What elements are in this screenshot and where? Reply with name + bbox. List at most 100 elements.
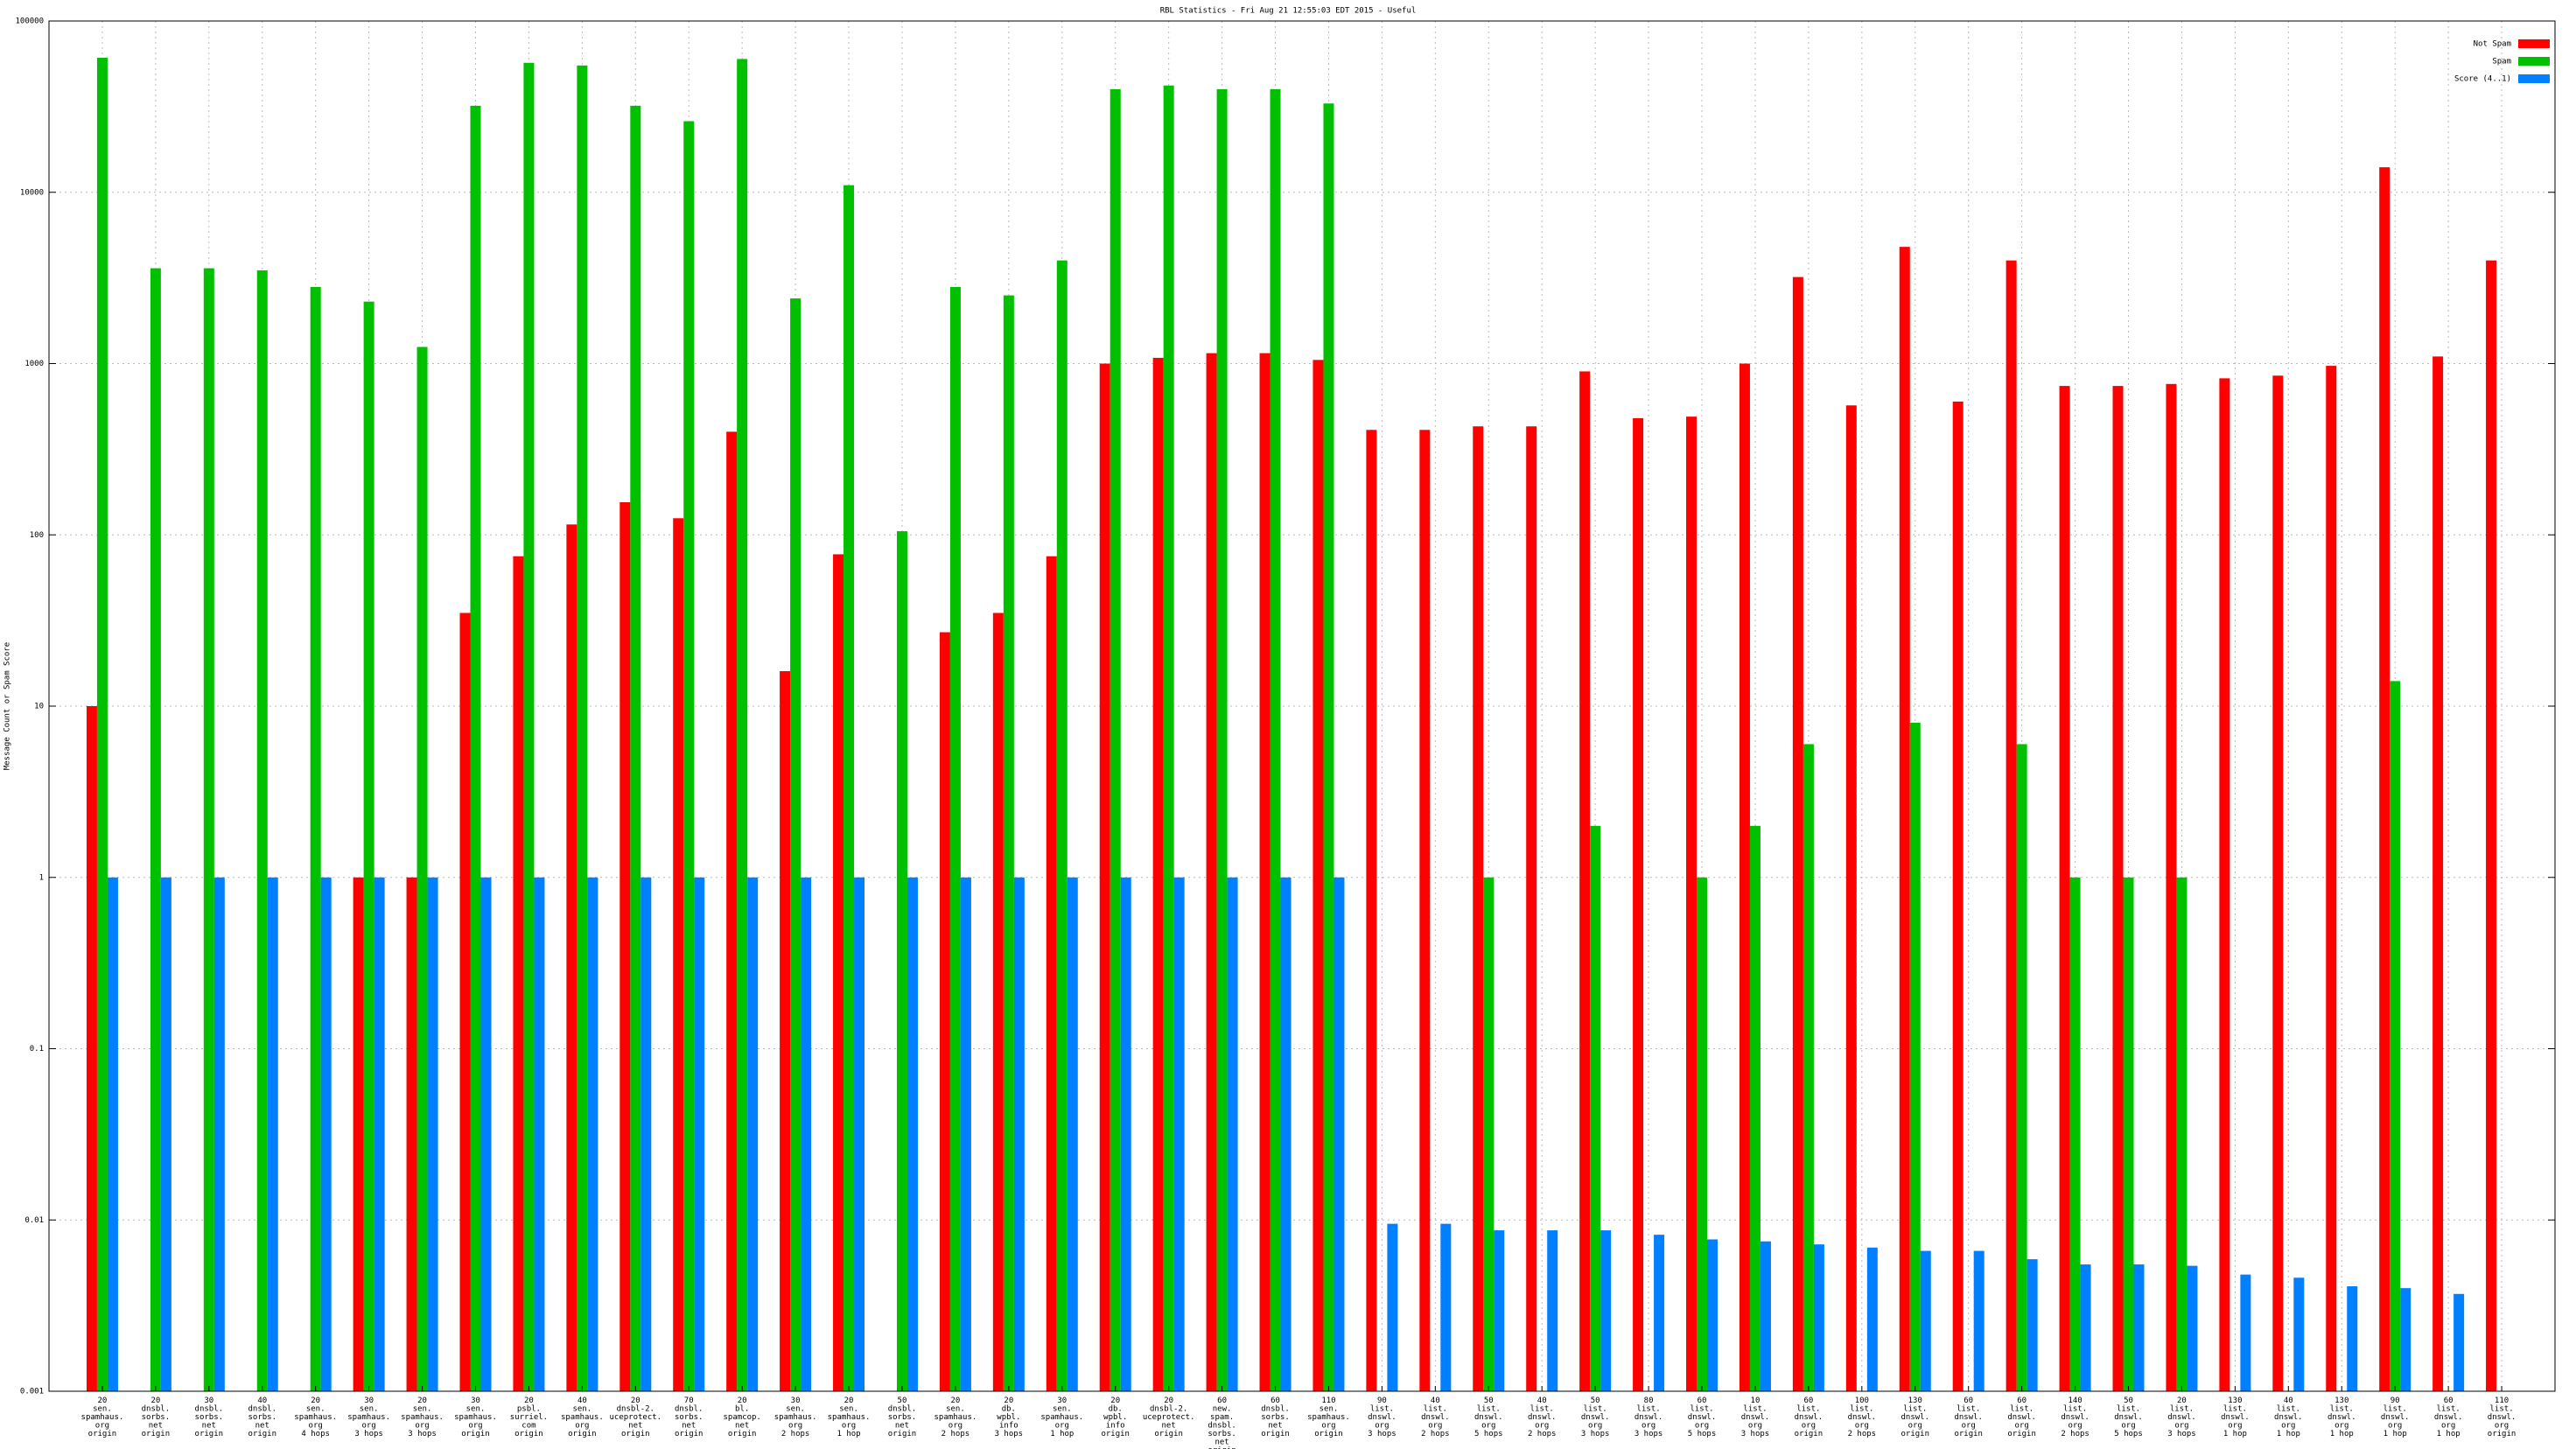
x-tick-label: 60 list. dnswl. org origin [1954, 1396, 1983, 1438]
x-tick-label-line: org [309, 1421, 323, 1430]
x-tick-label-line: info [999, 1421, 1018, 1430]
x-tick-label-line: org [1642, 1421, 1656, 1430]
x-tick-label-line: net [628, 1421, 642, 1430]
bar [1739, 363, 1750, 1391]
x-tick-label-line: list. [2170, 1404, 2194, 1413]
bar [1707, 1239, 1718, 1391]
x-tick-label-line: sorbs. [1208, 1430, 1236, 1438]
x-tick-label-line: org [575, 1421, 589, 1430]
bar [1686, 416, 1698, 1392]
x-tick-label-line: 2 hops [781, 1430, 810, 1438]
bar [2400, 1288, 2412, 1391]
x-tick-label-line: dnswl. [2007, 1413, 2036, 1422]
x-tick-label-line: spamhaus. [294, 1413, 337, 1422]
bar [1419, 430, 1431, 1391]
plot-frame [48, 20, 2556, 1392]
x-tick-label-line: sen. [360, 1404, 379, 1413]
x-tick-label-line: origin [675, 1430, 704, 1438]
x-tick-label-line: uceprotect. [609, 1413, 662, 1422]
x-tick-label-line: 20 [2177, 1396, 2187, 1405]
bar [1590, 825, 1601, 1391]
x-tick-label-line: org [2015, 1421, 2029, 1430]
x-tick-label-line: org [1481, 1421, 1495, 1430]
x-tick-label-line: 2 hops [1421, 1430, 1450, 1438]
bar [1760, 1241, 1771, 1391]
bar [513, 556, 524, 1391]
x-tick-label-line: surriel. [510, 1413, 548, 1422]
x-tick-label-line: dnsbl. [888, 1404, 917, 1413]
bar [2390, 681, 2401, 1391]
x-tick-label: 60 list. dnswl. org origin [1795, 1396, 1824, 1438]
x-tick-label-line: new. [1213, 1404, 1232, 1413]
x-tick-label-line: dnsbl. [248, 1404, 276, 1413]
legend-swatch [2518, 39, 2550, 48]
x-tick-label-line: 20 [150, 1396, 160, 1405]
bar [1323, 103, 1334, 1392]
x-tick-label-line: sen. [1320, 1404, 1339, 1413]
x-tick-label-line: org [1588, 1421, 1602, 1430]
bar [683, 121, 695, 1392]
x-tick-label-line: origin [1208, 1446, 1236, 1449]
bar [2112, 386, 2124, 1391]
x-tick-label: 20 sen. spamhaus. org 1 hop [828, 1396, 871, 1438]
bar [203, 268, 214, 1392]
bar [2187, 1265, 2198, 1391]
x-tick-label-line: spamhaus. [1040, 1413, 1083, 1422]
x-tick-label-line: spamhaus. [561, 1413, 604, 1422]
x-tick-label-line: 3 hops [1368, 1430, 1396, 1438]
x-tick-label-line: 90 [2390, 1396, 2400, 1405]
x-tick-label-line: 100 [1855, 1396, 1869, 1405]
x-tick-label-line: dnswl. [2061, 1413, 2090, 1422]
x-tick-label-line: origin [195, 1430, 224, 1438]
x-tick-label-line: list. [1743, 1404, 1767, 1413]
legend-swatch [2518, 74, 2550, 83]
x-tick-label-line: spamhaus. [81, 1413, 124, 1422]
x-tick-label-line: 40 [257, 1396, 267, 1405]
x-tick-label-line: dnswl. [2434, 1413, 2463, 1422]
bar [1909, 722, 1921, 1391]
bar [939, 632, 950, 1391]
x-tick-label-line: org [2388, 1421, 2402, 1430]
x-tick-label-line: 3 hops [1581, 1430, 1610, 1438]
x-tick-label-line: list. [1424, 1404, 1447, 1413]
x-tick-label-line: sen. [466, 1404, 486, 1413]
x-tick-label-line: 2 hops [1528, 1430, 1557, 1438]
x-tick-label-line: origin [568, 1430, 597, 1438]
bar [1813, 1244, 1824, 1391]
bar [1973, 1250, 1984, 1391]
bar [214, 877, 225, 1391]
x-tick-label: 130 list. dnswl. org origin [1901, 1396, 1930, 1438]
x-tick-label-line: org [788, 1421, 802, 1430]
bar [2059, 386, 2070, 1391]
x-tick-label-line: net [149, 1421, 163, 1430]
x-tick-label-line: 3 hops [995, 1430, 1024, 1438]
x-tick-label-line: spamhaus. [774, 1413, 817, 1422]
bar [1046, 556, 1057, 1391]
x-tick-label: 30 sen. spamhaus. org origin [454, 1396, 497, 1438]
y-tick-label: 10000 [20, 188, 44, 197]
x-tick-label: 20 sen. spamhaus. org origin [81, 1396, 124, 1438]
legend-label: Score (4..1) [2454, 75, 2511, 84]
x-tick-label-line: list. [1903, 1404, 1927, 1413]
x-tick-label-line: origin [621, 1430, 650, 1438]
bar [747, 877, 759, 1391]
x-tick-label-line: 60 [2017, 1396, 2026, 1405]
x-tick-label-line: list. [1850, 1404, 1873, 1413]
bar [2166, 383, 2177, 1391]
bar [620, 501, 631, 1391]
x-tick-label-line: spamhaus. [401, 1413, 444, 1422]
x-tick-label-line: 3 hops [1634, 1430, 1663, 1438]
x-tick-label-line: uceprotect. [1143, 1413, 1195, 1422]
x-tick-label-line: 5 hops [1474, 1430, 1503, 1438]
x-tick-label-line: list. [2330, 1404, 2354, 1413]
x-tick-label-line: net [1268, 1421, 1282, 1430]
x-tick-label-line: org [1962, 1421, 1976, 1430]
x-tick-label: 20 list. dnswl. org 3 hops [2167, 1396, 2196, 1438]
bar [2026, 1259, 2038, 1391]
x-tick-label-line: list. [2117, 1404, 2140, 1413]
x-tick-label-line: spamcop. [723, 1413, 760, 1422]
x-tick-label-line: org [1535, 1421, 1549, 1430]
x-tick-label-line: list. [1370, 1404, 1394, 1413]
x-tick-label-line: org [1748, 1421, 1762, 1430]
x-tick-label-line: 110 [2495, 1396, 2509, 1405]
